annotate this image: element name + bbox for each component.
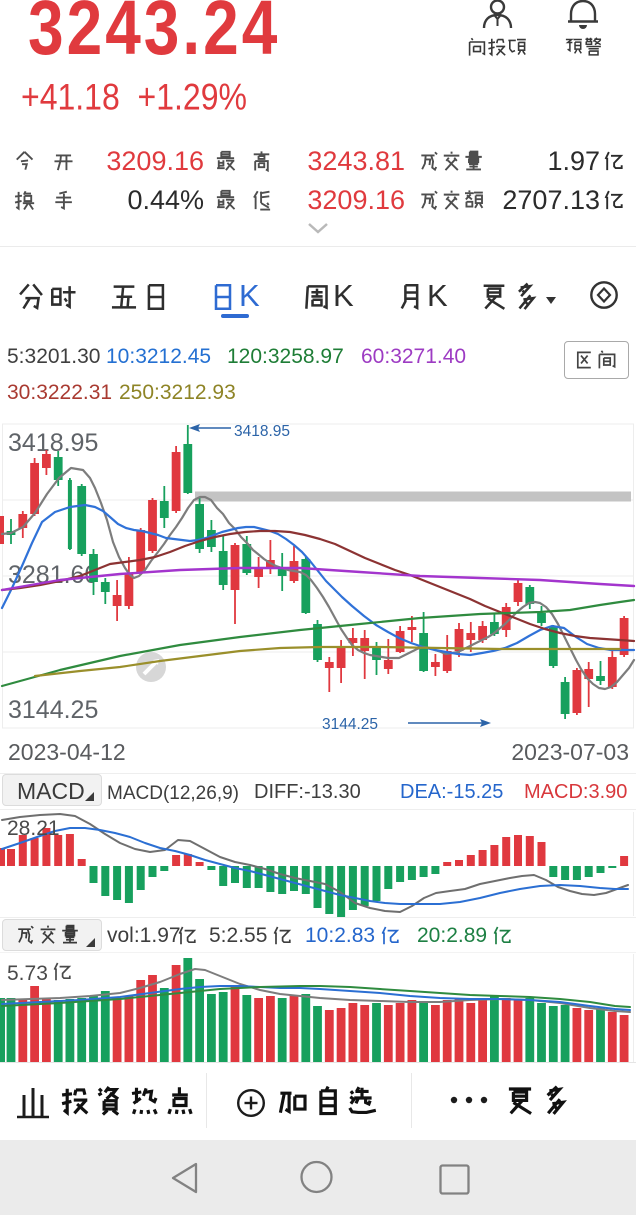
svg-text:3144.25: 3144.25 (8, 696, 98, 724)
svg-text:3418.95: 3418.95 (234, 423, 290, 440)
svg-text:2023-04-12: 2023-04-12 (8, 739, 126, 765)
svg-text:5.73: 5.73 (7, 962, 48, 985)
svg-text:3144.25: 3144.25 (322, 716, 378, 733)
svg-text:3418.95: 3418.95 (8, 429, 98, 457)
svg-text:2023-07-03: 2023-07-03 (511, 739, 629, 765)
svg-text:28.21: 28.21 (7, 817, 60, 840)
